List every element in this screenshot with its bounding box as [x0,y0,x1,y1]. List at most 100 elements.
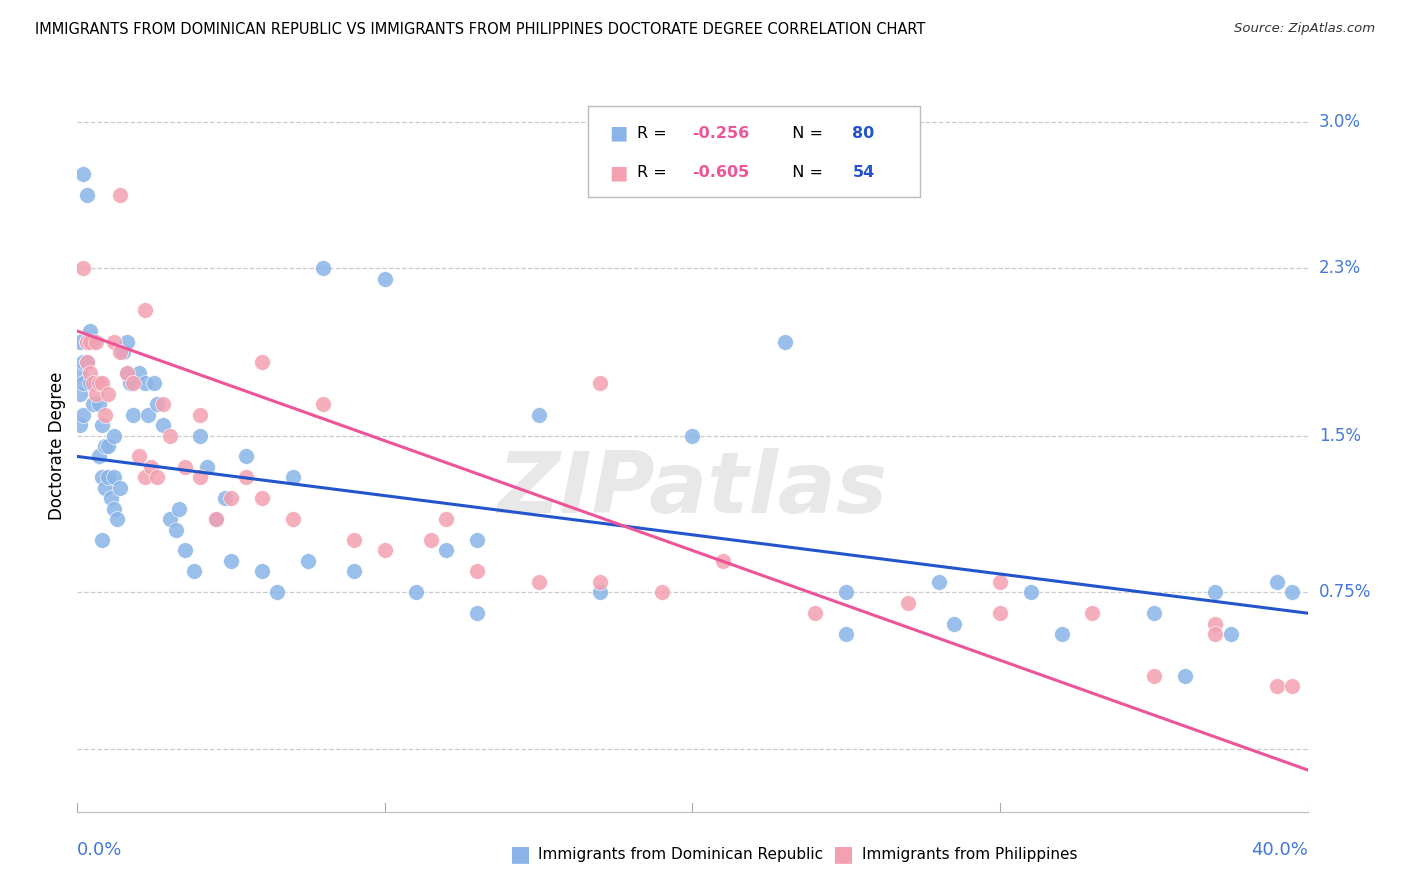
Text: 2.3%: 2.3% [1319,260,1361,277]
Point [79,334,101,349]
Point [110,188,132,202]
Point [266,585,288,599]
Point [90,418,114,433]
Point [188,428,212,442]
Point [250,355,273,369]
Point [72,167,94,181]
Point [134,303,156,318]
Point [436,543,458,558]
Point [79,376,101,391]
Point [72,261,94,276]
Point [589,585,612,599]
Point [121,376,143,391]
Point [115,366,138,380]
Point [235,470,257,484]
Point [167,501,190,516]
Point [527,574,550,589]
Point [121,408,143,422]
Point [420,533,443,547]
Point [76,188,98,202]
Text: ZIPatlas: ZIPatlas [498,449,887,532]
Point [711,554,734,568]
Point [82,334,104,349]
Text: 40.0%: 40.0% [1251,841,1308,859]
Point [100,491,122,506]
Point [69,366,91,380]
Point [112,345,135,359]
Point [804,606,827,620]
Point [87,450,110,464]
Point [82,376,104,391]
Point [1219,627,1241,641]
Point [134,376,156,391]
Point [343,565,366,579]
Point [110,481,132,495]
Point [97,439,120,453]
Point [1265,574,1288,589]
Point [942,616,965,631]
Point [988,574,1011,589]
Point [297,554,319,568]
Text: 54: 54 [852,165,875,180]
Point [312,397,335,411]
Text: 3.0%: 3.0% [1319,113,1361,131]
Point [84,386,107,401]
Text: -0.256: -0.256 [693,126,749,141]
Point [79,324,101,338]
Text: 1.5%: 1.5% [1319,426,1361,444]
Point [589,574,612,589]
Point [682,428,704,442]
Point [589,376,612,391]
Point [87,397,110,411]
Point [250,565,273,579]
Point [146,470,169,484]
Point [90,533,114,547]
Point [76,334,98,349]
Point [527,408,550,422]
Point [105,512,128,526]
Point [235,450,257,464]
Text: Immigrants from Philippines: Immigrants from Philippines [862,847,1077,862]
FancyBboxPatch shape [588,106,920,197]
Point [103,334,125,349]
Point [87,376,110,391]
Text: R =: R = [637,165,672,180]
Point [773,334,796,349]
Point [835,585,858,599]
Point [79,366,101,380]
Point [90,470,114,484]
Point [835,627,858,641]
Point [1281,679,1303,693]
Point [84,376,107,391]
Point [146,397,169,411]
Text: ■: ■ [609,163,627,182]
Point [1081,606,1104,620]
Text: N =: N = [782,126,828,141]
Point [1143,669,1166,683]
Point [141,459,163,474]
Point [281,470,304,484]
Point [343,533,366,547]
Point [76,355,98,369]
Point [115,366,138,380]
Point [94,439,117,453]
Point [97,386,120,401]
Point [134,470,156,484]
Point [94,408,117,422]
Point [136,408,159,422]
Point [82,397,104,411]
Point [159,428,181,442]
Point [281,512,304,526]
Point [94,481,117,495]
Point [103,428,125,442]
Point [165,523,187,537]
Text: N =: N = [782,165,828,180]
Point [103,470,125,484]
Point [143,376,166,391]
Point [1204,616,1226,631]
Point [174,543,197,558]
Point [988,606,1011,620]
Point [128,450,150,464]
Y-axis label: Doctorate Degree: Doctorate Degree [48,372,66,520]
Point [188,470,212,484]
